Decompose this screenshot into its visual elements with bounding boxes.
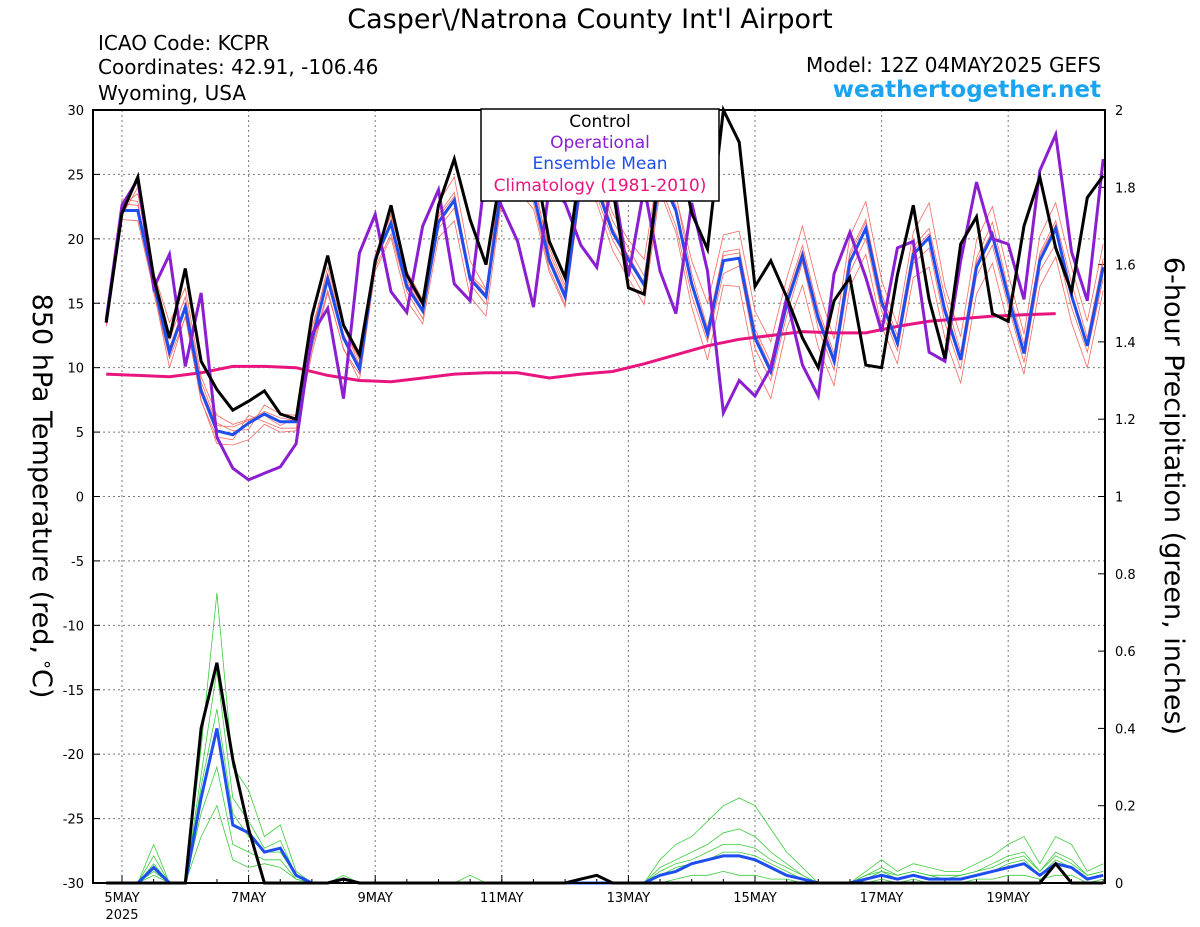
y-tick-labels: 30 25 20 15 10 5 0 -5 -10 -15 -20 -25 -30 bbox=[63, 104, 84, 892]
coordinates: Coordinates: 42.91, -106.46 bbox=[98, 55, 378, 79]
y-tick-label: 10 bbox=[67, 362, 84, 377]
x-tick-label: 15MAY bbox=[733, 891, 777, 906]
x-tick-label: 13MAY bbox=[607, 891, 651, 906]
temp-operational-line bbox=[104, 129, 1105, 482]
x-tick-label: 9MAY bbox=[358, 891, 393, 906]
precip-control-line bbox=[106, 662, 1104, 885]
y-tick-label: 5 bbox=[76, 426, 84, 441]
y2-tick-label: 0.4 bbox=[1115, 722, 1136, 737]
gridlines bbox=[93, 110, 1105, 883]
legend-ensemble-mean: Ensemble Mean bbox=[532, 154, 667, 174]
y-tick-label: 25 bbox=[67, 168, 84, 183]
climatology-line bbox=[106, 312, 1056, 384]
page-title: Casper\/Natrona County Int'l Airport bbox=[347, 4, 832, 35]
x-tick-year: 2025 bbox=[105, 908, 138, 923]
x-tick-label: 7MAY bbox=[231, 891, 266, 906]
y-tick-label: -20 bbox=[63, 748, 84, 763]
icao-code: ICAO Code: KCPR bbox=[98, 31, 270, 55]
legend-control: Control bbox=[569, 112, 630, 132]
y2-axis-title: 6-hour Precipitation (green, inches) bbox=[1158, 257, 1189, 735]
y-tick-label: -15 bbox=[63, 684, 84, 699]
y-axis-title: 850 hPa Temperature (red,°C) bbox=[26, 294, 57, 699]
legend: Control Operational Ensemble Mean Climat… bbox=[480, 108, 720, 202]
y2-tick-labels: 2 1.8 1.6 1.4 1.2 1 0.8 0.6 0.4 0.2 0 bbox=[1115, 104, 1136, 892]
y2-tick-label: 1.4 bbox=[1115, 336, 1136, 351]
region: Wyoming, USA bbox=[98, 81, 246, 105]
x-tick-label: 19MAY bbox=[986, 891, 1030, 906]
legend-box bbox=[480, 108, 720, 202]
y2-tick-label: 0.2 bbox=[1115, 800, 1136, 815]
site-link[interactable]: weathertogether.net bbox=[833, 77, 1101, 103]
y-tick-label: 20 bbox=[67, 233, 84, 248]
precip-ensemble-mean-line bbox=[106, 728, 1104, 885]
model-run: Model: 12Z 04MAY2025 GEFS bbox=[806, 53, 1101, 77]
y-tick-label: 15 bbox=[67, 297, 84, 312]
x-tick-label: 17MAY bbox=[860, 891, 904, 906]
y2-tick-label: 1 bbox=[1115, 491, 1123, 506]
y-tick-label: -25 bbox=[63, 813, 84, 828]
y2-tick-label: 1.6 bbox=[1115, 259, 1136, 274]
y-tick-label: -5 bbox=[71, 555, 84, 570]
x-tick-label: 11MAY bbox=[480, 891, 524, 906]
legend-operational: Operational bbox=[550, 133, 650, 153]
y2-tick-label: 1.8 bbox=[1115, 181, 1136, 196]
y2-tick-label: 1.2 bbox=[1115, 413, 1136, 428]
y2-tick-label: 0.6 bbox=[1115, 645, 1136, 660]
y-tick-label: -10 bbox=[63, 619, 84, 634]
x-tick-label: 5MAY bbox=[104, 891, 139, 906]
y-tick-label: 0 bbox=[76, 491, 84, 506]
y-tick-label: -30 bbox=[63, 877, 84, 892]
x-tick-labels: 5MAY 2025 7MAY 9MAY 11MAY 13MAY 15MAY 17MAY 19MA… bbox=[104, 891, 1030, 923]
y2-tick-label: 0.8 bbox=[1115, 568, 1136, 583]
y2-tick-label: 0 bbox=[1115, 877, 1123, 892]
legend-climatology: Climatology (1981-2010) bbox=[494, 176, 707, 196]
y2-tick-label: 2 bbox=[1115, 104, 1123, 119]
y-tick-label: 30 bbox=[67, 104, 84, 119]
temp-ensemble-mean-line bbox=[104, 168, 1105, 437]
